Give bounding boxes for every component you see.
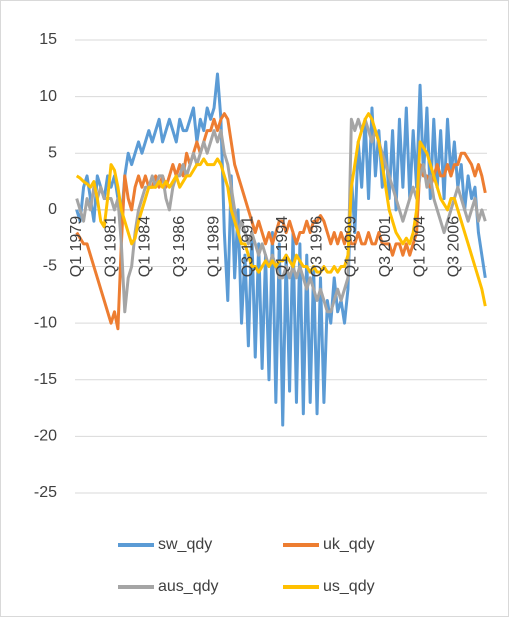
x-tick-label: Q3 2001 <box>377 216 394 277</box>
y-tick-label: 0 <box>48 201 57 218</box>
x-tick-label: Q1 2004 <box>411 216 428 277</box>
y-tick-label: -10 <box>34 314 57 331</box>
y-tick-label: 15 <box>39 31 57 48</box>
y-tick-label: 10 <box>39 88 57 105</box>
x-tick-label: Q3 1986 <box>171 216 188 277</box>
legend-label: us_qdy <box>323 578 375 595</box>
x-tick-label: Q3 1991 <box>240 216 257 277</box>
x-tick-label: Q1 1994 <box>274 216 291 277</box>
y-tick-label: -25 <box>34 484 57 501</box>
legend-label: sw_qdy <box>158 536 212 553</box>
x-tick-label: Q3 1981 <box>102 216 119 277</box>
x-tick-label: Q1 1979 <box>68 216 85 277</box>
y-tick-label: -5 <box>43 258 57 275</box>
legend-label: uk_qdy <box>323 536 375 553</box>
y-tick-label: 5 <box>48 144 57 161</box>
series-line <box>75 112 487 307</box>
x-tick-label: Q1 1989 <box>205 216 222 277</box>
x-tick-label: Q3 2006 <box>446 216 463 277</box>
y-tick-label: -15 <box>34 371 57 388</box>
x-tick-label: Q1 1984 <box>137 216 154 277</box>
series-line <box>75 112 487 331</box>
legend-label: aus_qdy <box>158 578 219 595</box>
x-tick-label: Q3 1996 <box>308 216 325 277</box>
x-tick-label: Q1 1999 <box>343 216 360 277</box>
y-tick-label: -20 <box>34 428 57 445</box>
